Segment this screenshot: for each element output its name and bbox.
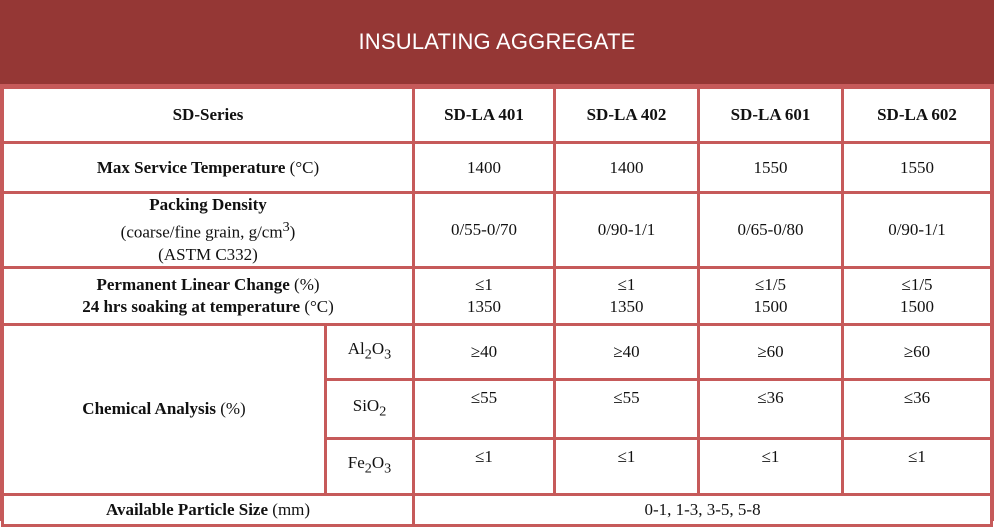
row-particle-size: Available Particle Size (mm) 0-1, 1-3, 3… — [4, 495, 991, 524]
linear-change-label: Permanent Linear Change (%) 24 hrs soaki… — [4, 268, 413, 323]
table-cell: ≥40 — [415, 325, 554, 378]
packing-density-label: Packing Density (coarse/fine grain, g/cm… — [4, 194, 413, 266]
table-cell: ≤36 — [844, 380, 991, 437]
table-cell: 0/65-0/80 — [700, 194, 842, 266]
table-cell: 1550 — [700, 144, 842, 191]
table-cell: 0/55-0/70 — [415, 194, 554, 266]
table-cell: ≤1 — [700, 439, 842, 493]
table-cell: ≤1/5 1500 — [700, 268, 842, 323]
table-cell: 0/90-1/1 — [556, 194, 698, 266]
row-linear-change: Permanent Linear Change (%) 24 hrs soaki… — [4, 268, 991, 323]
product-col-4: SD-LA 602 — [844, 89, 991, 141]
table-cell: 1400 — [556, 144, 698, 191]
max-service-temp-label: Max Service Temperature (°C) — [4, 144, 413, 191]
table-cell: ≤36 — [700, 380, 842, 437]
table-title: INSULATING AGGREGATE — [0, 0, 994, 84]
spec-table: SD-Series SD-LA 401 SD-LA 402 SD-LA 601 … — [1, 86, 994, 527]
table-cell: ≥40 — [556, 325, 698, 378]
product-col-3: SD-LA 601 — [700, 89, 842, 141]
row-fe2o3: Fe2O3 ≤1 ≤1 ≤1 ≤1 — [4, 439, 991, 493]
header-row: SD-Series SD-LA 401 SD-LA 402 SD-LA 601 … — [4, 89, 991, 141]
row-sio2: SiO2 ≤55 ≤55 ≤36 ≤36 — [4, 380, 991, 437]
product-col-2: SD-LA 402 — [556, 89, 698, 141]
table-cell: ≤1 1350 — [415, 268, 554, 323]
row-packing-density: Packing Density (coarse/fine grain, g/cm… — [4, 194, 991, 266]
table-cell: ≤1 1350 — [556, 268, 698, 323]
particle-size-label: Available Particle Size (mm) — [4, 495, 413, 524]
table-cell: ≤1 — [844, 439, 991, 493]
table-cell: ≤1 — [415, 439, 554, 493]
table-cell: ≤55 — [415, 380, 554, 437]
table-cell: 1550 — [844, 144, 991, 191]
series-label: SD-Series — [4, 89, 413, 141]
table-cell: 0/90-1/1 — [844, 194, 991, 266]
al2o3-label: Al2O3 — [327, 325, 413, 378]
table-cell: ≥60 — [700, 325, 842, 378]
row-al2o3: Chemical Analysis (%) Al2O3 ≥40 ≥40 ≥60 … — [4, 325, 991, 493]
chemical-analysis-label: Chemical Analysis (%) — [4, 325, 324, 493]
table-cell: 1400 — [415, 144, 554, 191]
particle-size-value: 0-1, 1-3, 3-5, 5-8 — [415, 495, 991, 524]
row-max-service-temp: Max Service Temperature (°C) 1400 1400 1… — [4, 144, 991, 191]
product-col-1: SD-LA 401 — [415, 89, 554, 141]
table-cell: ≤1/5 1500 — [844, 268, 991, 323]
sio2-label: SiO2 — [327, 380, 413, 437]
table-cell: ≤55 — [556, 380, 698, 437]
fe2o3-label: Fe2O3 — [327, 439, 413, 493]
table-cell: ≤1 — [556, 439, 698, 493]
table-cell: ≥60 — [844, 325, 991, 378]
